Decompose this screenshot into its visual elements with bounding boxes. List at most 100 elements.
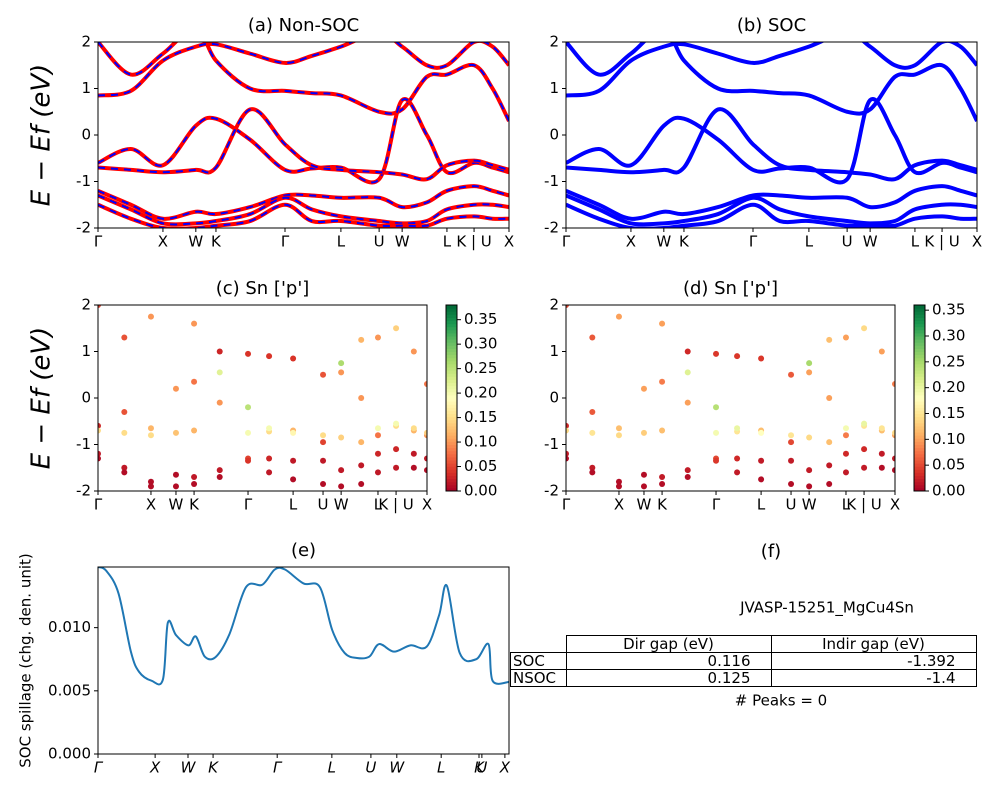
colorbar-step [914, 447, 925, 452]
band-point [121, 469, 128, 476]
band-point [788, 371, 795, 378]
band-point [788, 457, 795, 464]
x-tick-label: W [656, 233, 671, 251]
x-tick-label: W [863, 233, 878, 251]
colorbar-step [446, 429, 457, 433]
y-tick-label: 1 [549, 79, 559, 97]
band-point [290, 429, 297, 436]
colorbar-step [446, 469, 457, 473]
colorbar-step [446, 373, 457, 377]
colorbar-step [446, 466, 457, 470]
colorbar-step [914, 435, 925, 439]
band-point [640, 471, 647, 478]
band-point [358, 462, 365, 469]
colorbar-step [914, 339, 925, 343]
colorbar-step [914, 481, 925, 486]
band-point [374, 425, 381, 432]
colorbar-step [914, 478, 925, 483]
band-line [566, 202, 977, 228]
colorbar-tick-label: 0.20 [932, 378, 965, 396]
band-point [878, 425, 885, 432]
x-tick-label: K | U [924, 233, 959, 251]
y-tick-label: 1 [81, 342, 91, 360]
band-point [640, 385, 647, 392]
colorbar-step [914, 388, 925, 393]
band-point [338, 360, 345, 367]
y-tick-label: 2 [81, 33, 91, 51]
band-point [98, 455, 101, 462]
x-tick-label: L [443, 233, 452, 251]
colorbar-step [914, 394, 925, 399]
colorbar-step [446, 336, 457, 340]
colorbar-step [914, 413, 925, 418]
colorbar-step [914, 469, 925, 473]
x-tick-label: Γ [281, 233, 290, 251]
band-point [393, 446, 400, 453]
colorbar-step [446, 354, 457, 359]
band-line [566, 193, 977, 227]
band-point [892, 381, 895, 388]
band-point [659, 320, 666, 327]
x-tick-label: X [972, 233, 982, 251]
band-point [393, 464, 400, 471]
colorbar-step [914, 373, 925, 377]
colorbar-step [446, 478, 457, 483]
y-tick-label: 2 [549, 33, 559, 51]
y-tick-label: 0 [549, 389, 559, 407]
x-tick-label: W [169, 496, 184, 514]
axes-frame [97, 304, 428, 492]
band-point [842, 450, 849, 457]
colorbar-step [446, 311, 457, 315]
band-point [589, 464, 596, 471]
band-point [826, 395, 833, 401]
band-point [684, 348, 691, 355]
x-tick-label: L [805, 233, 814, 251]
band-point [147, 425, 154, 432]
colorbar-step [446, 481, 457, 486]
band-line [566, 97, 977, 185]
colorbar-step [914, 466, 925, 470]
colorbar-step [914, 363, 925, 368]
y-tick-label: -2 [544, 219, 559, 237]
colorbar-frame [913, 304, 926, 492]
panel-title: (b) SOC [737, 15, 806, 36]
x-tick-label: K | U [378, 496, 413, 514]
band-point [216, 399, 223, 406]
colorbar-step [914, 425, 925, 430]
cell: -1.392 [770, 652, 977, 670]
colorbar-step [446, 456, 457, 461]
band-point [320, 481, 327, 488]
band-point [806, 467, 813, 474]
colorbar-tick-label: 0.30 [932, 327, 965, 345]
x-tick-label: Γ [94, 759, 104, 777]
band-point [659, 378, 666, 385]
band-point [615, 478, 622, 485]
band-point [266, 353, 273, 360]
band-point [424, 429, 427, 436]
x-tick-label: K [657, 496, 668, 514]
colorbar-step [914, 320, 925, 325]
band-point [861, 464, 868, 471]
colorbar-tick-label: 0.00 [932, 482, 965, 500]
colorbar-step [914, 305, 925, 309]
colorbar-tick-label: 0.25 [464, 359, 497, 377]
colorbar-step [914, 401, 925, 405]
x-tick-label: W [389, 759, 405, 777]
band-point [245, 350, 252, 357]
band-point [758, 429, 765, 436]
colorbar-step [446, 463, 457, 467]
colorbar-step [446, 323, 457, 328]
band-point [121, 408, 128, 415]
colorbar-step [914, 463, 925, 467]
band-point [842, 432, 849, 439]
colorbar-tick-label: 0.35 [932, 301, 965, 319]
colorbar-step [446, 438, 457, 442]
colorbar-step [914, 357, 925, 362]
x-tick-label: Γ [94, 233, 103, 251]
axes-frame [565, 41, 978, 229]
y-tick-label: 2 [81, 296, 91, 314]
band-point [589, 408, 596, 415]
colorbar-step [446, 363, 457, 368]
band-point [566, 427, 569, 434]
band-point [338, 483, 345, 490]
